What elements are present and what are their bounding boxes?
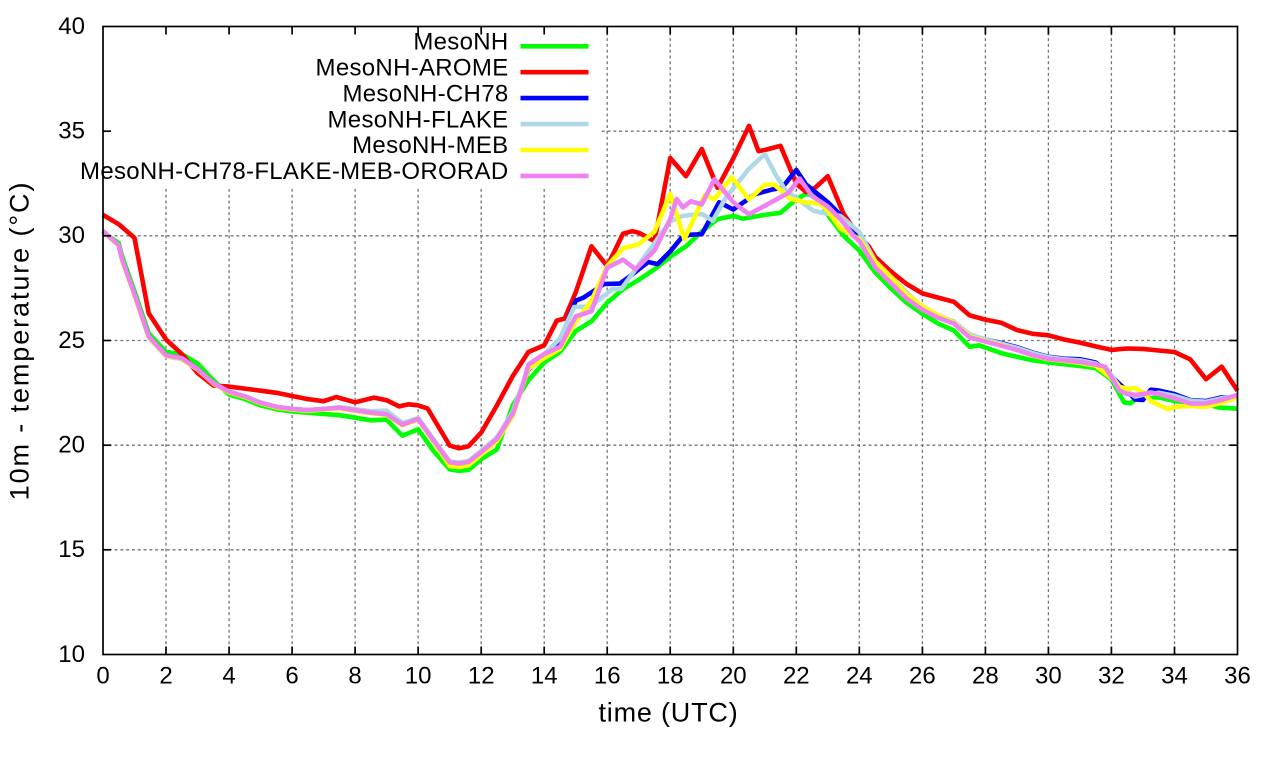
svg-text:14: 14 <box>531 663 558 690</box>
svg-text:10: 10 <box>405 663 432 690</box>
svg-text:12: 12 <box>468 663 495 690</box>
svg-text:28: 28 <box>972 663 999 690</box>
svg-text:30: 30 <box>1035 663 1062 690</box>
svg-text:20: 20 <box>58 432 85 459</box>
svg-text:MesoNH-MEB: MesoNH-MEB <box>352 132 508 159</box>
svg-text:30: 30 <box>58 222 85 249</box>
svg-text:15: 15 <box>58 536 85 563</box>
svg-text:36: 36 <box>1224 663 1251 690</box>
svg-text:10m - temperature (°C): 10m - temperature (°C) <box>5 181 35 501</box>
svg-text:MesoNH: MesoNH <box>413 29 508 56</box>
svg-text:25: 25 <box>58 327 85 354</box>
svg-text:time (UTC): time (UTC) <box>599 698 739 728</box>
svg-text:6: 6 <box>285 663 298 690</box>
svg-text:32: 32 <box>1098 663 1125 690</box>
svg-text:MesoNH-FLAKE: MesoNH-FLAKE <box>328 106 509 133</box>
svg-text:4: 4 <box>222 663 235 690</box>
svg-text:MesoNH-CH78: MesoNH-CH78 <box>342 80 508 107</box>
svg-text:10: 10 <box>58 641 85 668</box>
svg-text:20: 20 <box>720 663 747 690</box>
svg-text:22: 22 <box>783 663 810 690</box>
svg-text:18: 18 <box>657 663 684 690</box>
svg-text:MesoNH-AROME: MesoNH-AROME <box>316 54 509 81</box>
svg-text:34: 34 <box>1161 663 1188 690</box>
svg-text:16: 16 <box>594 663 621 690</box>
svg-text:8: 8 <box>348 663 361 690</box>
svg-text:MesoNH-CH78-FLAKE-MEB-ORORAD: MesoNH-CH78-FLAKE-MEB-ORORAD <box>80 158 508 185</box>
svg-text:35: 35 <box>58 118 85 145</box>
svg-text:40: 40 <box>58 13 85 40</box>
svg-text:24: 24 <box>846 663 873 690</box>
svg-text:2: 2 <box>159 663 172 690</box>
svg-text:26: 26 <box>909 663 936 690</box>
svg-text:0: 0 <box>96 663 109 690</box>
